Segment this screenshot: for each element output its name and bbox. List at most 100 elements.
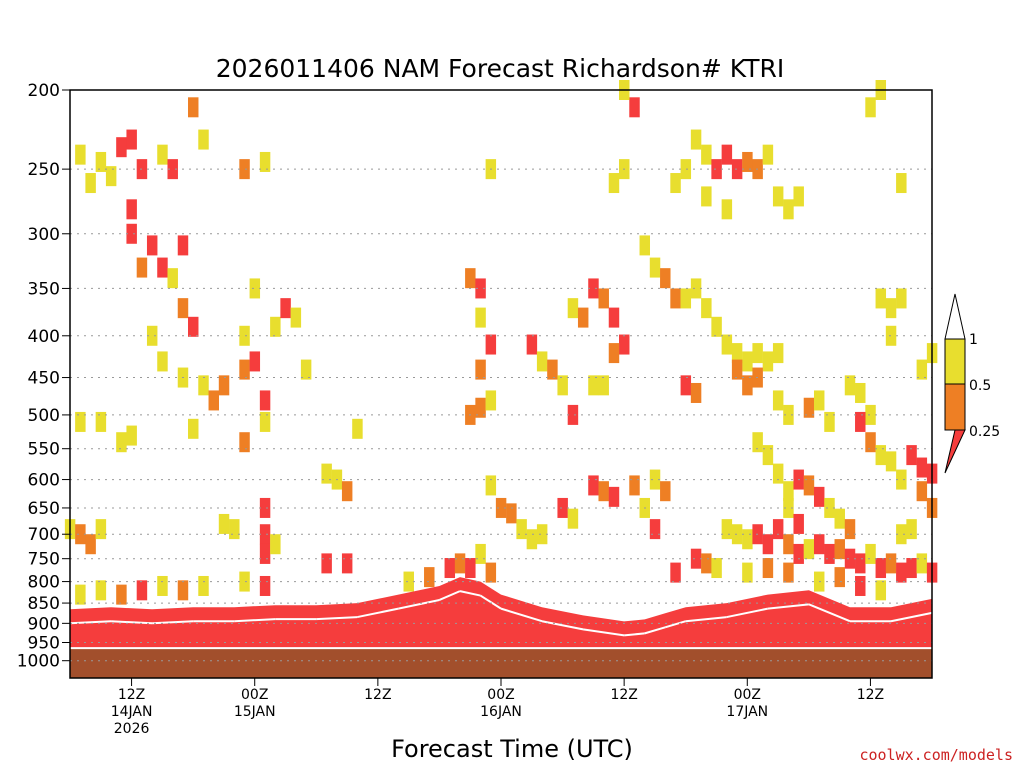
heatmap-cell <box>844 519 856 540</box>
heatmap-cell <box>762 351 774 372</box>
heatmap-cell <box>721 519 733 540</box>
boundary-layer-gap <box>316 616 358 621</box>
y-tick-label: 900 <box>28 614 60 634</box>
heatmap-cell <box>783 562 794 583</box>
x-tick-label: 00Z <box>734 687 761 703</box>
heatmap-cell <box>116 584 127 605</box>
heatmap-cell <box>188 97 199 118</box>
heatmap-cell <box>95 580 107 601</box>
y-tick-label: 700 <box>28 525 60 545</box>
boundary-layer-gap <box>398 599 440 610</box>
boundary-layer-gap <box>152 620 194 625</box>
boundary-layer-gap <box>357 607 399 619</box>
heatmap-cell <box>803 539 815 560</box>
heatmap-cell <box>177 235 189 256</box>
heatmap-cell <box>259 543 271 564</box>
heatmap-cell <box>239 159 250 180</box>
heatmap-cell <box>875 288 887 309</box>
heatmap-cell <box>608 173 620 194</box>
y-tick-label: 800 <box>28 573 60 593</box>
heatmap-cell <box>885 451 897 472</box>
heatmap-cell <box>762 558 774 579</box>
heatmap-cell <box>608 343 620 364</box>
heatmap-cell <box>567 404 579 425</box>
heatmap-cell <box>711 316 722 337</box>
heatmap-cell <box>75 584 86 605</box>
heatmap-cell <box>126 425 137 446</box>
y-tick-label: 300 <box>28 225 60 245</box>
y-tick-label: 400 <box>28 327 60 347</box>
heatmap-cell <box>731 159 743 180</box>
heatmap-cell <box>475 307 486 328</box>
heatmap-cell <box>126 223 137 244</box>
heatmap-cell <box>208 390 220 411</box>
heatmap-cell <box>157 575 168 596</box>
x-tick-label: 14JAN <box>111 704 153 720</box>
y-tick-label: 850 <box>28 594 60 614</box>
heatmap-cell <box>896 524 907 545</box>
heatmap-cell <box>352 418 363 439</box>
heatmap-cell <box>270 534 281 555</box>
x-tick-label: 12Z <box>610 687 637 703</box>
legend-level-label: 0.5 <box>969 378 991 394</box>
x-tick-label: 12Z <box>364 687 391 703</box>
heatmap-cell <box>834 508 845 529</box>
y-tick-label: 550 <box>28 440 60 460</box>
boundary-layer-gap <box>624 632 645 637</box>
y-tick-label: 1000 <box>17 652 60 672</box>
heatmap-cell <box>670 173 681 194</box>
heatmap-cell <box>670 562 681 583</box>
heatmap-cell <box>475 543 486 564</box>
heatmap-cell <box>341 553 353 574</box>
heatmap-cell <box>167 159 178 180</box>
heatmap-cell <box>444 558 456 579</box>
heatmap-cell <box>259 575 271 596</box>
heatmap-cell <box>557 497 568 518</box>
heatmap-cells <box>64 80 938 605</box>
heatmap-cell <box>465 268 476 289</box>
site-credit[interactable]: coolwx.com/models <box>859 746 1013 764</box>
heatmap-cell <box>762 534 774 555</box>
boundary-layer-gap <box>459 590 481 597</box>
heatmap-cell <box>731 524 743 545</box>
heatmap-cell <box>259 411 271 432</box>
heatmap-cell <box>844 375 856 396</box>
heatmap-cell <box>742 351 753 372</box>
heatmap-cell <box>855 575 866 596</box>
heatmap-cell <box>690 548 702 569</box>
heatmap-cell <box>567 298 579 319</box>
heatmap-cell <box>824 497 835 518</box>
heatmap-cell <box>157 257 168 278</box>
heatmap-cell <box>721 144 733 165</box>
heatmap-cell <box>649 257 661 278</box>
boundary-layer-band <box>69 577 933 649</box>
heatmap-cell <box>146 235 158 256</box>
heatmap-cell <box>855 411 866 432</box>
heatmap-cell <box>772 186 784 207</box>
heatmap-cell <box>485 390 497 411</box>
heatmap-cell <box>772 343 784 364</box>
heatmap-cell <box>742 151 753 172</box>
heatmap-cell <box>916 481 928 502</box>
heatmap-cell <box>126 199 137 220</box>
y-tick-label: 350 <box>28 279 60 299</box>
heatmap-cell <box>906 519 917 540</box>
heatmap-cell <box>495 497 507 518</box>
heatmap-cell <box>506 503 517 524</box>
heatmap-cell <box>598 288 609 309</box>
heatmap-cell <box>803 475 815 496</box>
heatmap-cell <box>762 445 774 466</box>
heatmap-cell <box>598 481 609 502</box>
boundary-layer-gap <box>685 616 727 623</box>
boundary-layer-gap <box>110 620 153 625</box>
heatmap-cell <box>136 257 148 278</box>
heatmap-cell <box>608 486 620 507</box>
heatmap-cell <box>680 288 692 309</box>
heatmap-cell <box>598 375 609 396</box>
heatmap-cell <box>588 475 599 496</box>
heatmap-cell <box>608 307 620 328</box>
heatmap-cell <box>824 543 835 564</box>
heatmap-cell <box>177 580 189 601</box>
